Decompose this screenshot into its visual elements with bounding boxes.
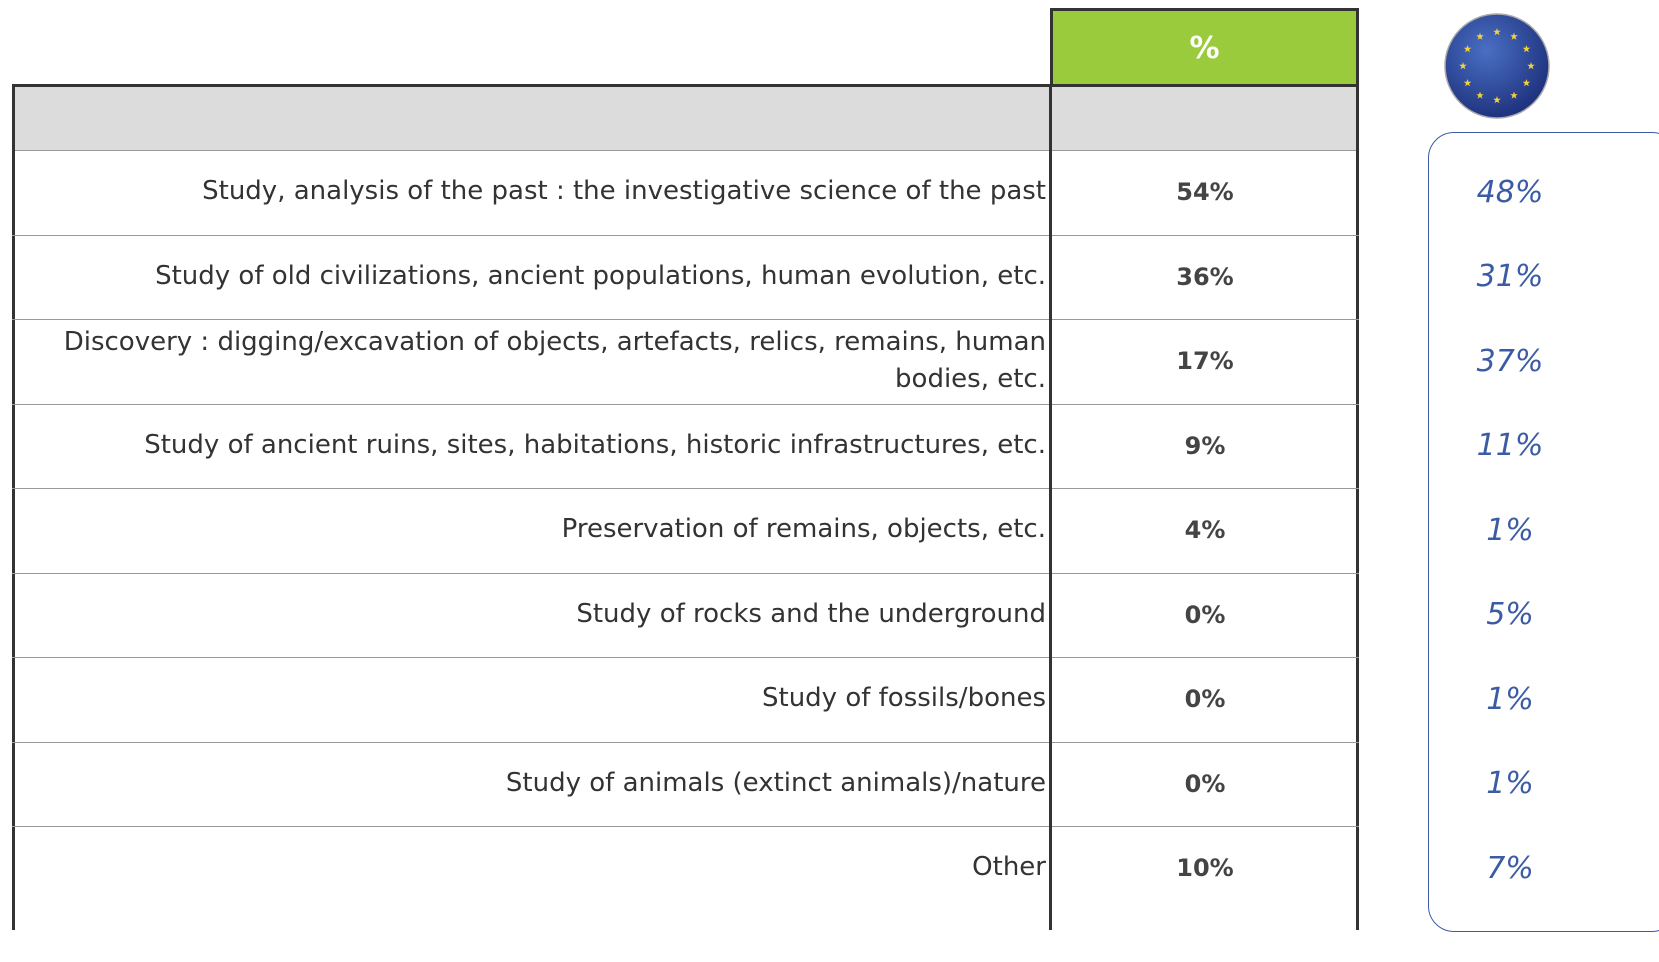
row-label: Discovery : digging/excavation of object… [63,326,1046,395]
star [1463,79,1472,87]
star [1522,79,1531,87]
row-value: 9% [1184,431,1226,460]
row-value: 17% [1176,347,1234,376]
row-label: Other [972,852,1046,883]
star [1493,96,1501,104]
row-line [12,234,1359,236]
row-line [12,741,1359,743]
row-label: Study of animals (extinct animals)/natur… [505,767,1046,798]
row-label: Study of fossils/bones [762,683,1046,714]
row-label: Preservation of remains, objects, etc. [561,514,1046,545]
row-line [12,572,1359,574]
eu-value: 1% [1486,766,1534,802]
star [1493,28,1501,36]
column-divider [1049,84,1052,930]
row-label: Study of old civilizations, ancient popu… [155,260,1046,291]
eu-value: 31% [1476,259,1544,295]
eu-value: 48% [1476,174,1544,210]
eu-value: 37% [1476,343,1544,379]
row-line [12,403,1359,405]
star [1510,32,1518,40]
eu-value: 11% [1476,428,1544,464]
table-body [12,150,1359,930]
row-line [12,319,1359,320]
row-value: 0% [1184,600,1226,629]
eu-value: 7% [1486,850,1534,886]
row-value: 0% [1184,769,1226,798]
star [1463,45,1472,53]
eu-value: 1% [1486,512,1534,548]
row-line [12,657,1359,658]
row-label: Study of rocks and the underground [576,598,1046,629]
star [1476,91,1484,99]
row-value: 4% [1184,516,1226,545]
row-value: 54% [1176,178,1234,207]
row-line [12,826,1359,827]
eu-box [1428,132,1659,932]
row-label: Study of ancient ruins, sites, habitatio… [144,429,1046,460]
eu-value: 5% [1486,597,1534,633]
header-cell: % [1050,8,1359,85]
star [1510,91,1518,99]
row-label: Study, analysis of the past : the invest… [202,176,1046,207]
star [1527,62,1535,70]
header-row [12,84,1359,151]
row-value: 36% [1176,262,1234,291]
star [1476,32,1484,40]
row-value: 0% [1184,685,1226,714]
row-line [12,488,1359,489]
star [1522,45,1531,53]
eu-value: 1% [1486,681,1534,717]
row-value: 10% [1176,854,1234,883]
eu-flag [1444,13,1550,119]
flag-disc [1444,13,1550,119]
star [1459,62,1467,70]
